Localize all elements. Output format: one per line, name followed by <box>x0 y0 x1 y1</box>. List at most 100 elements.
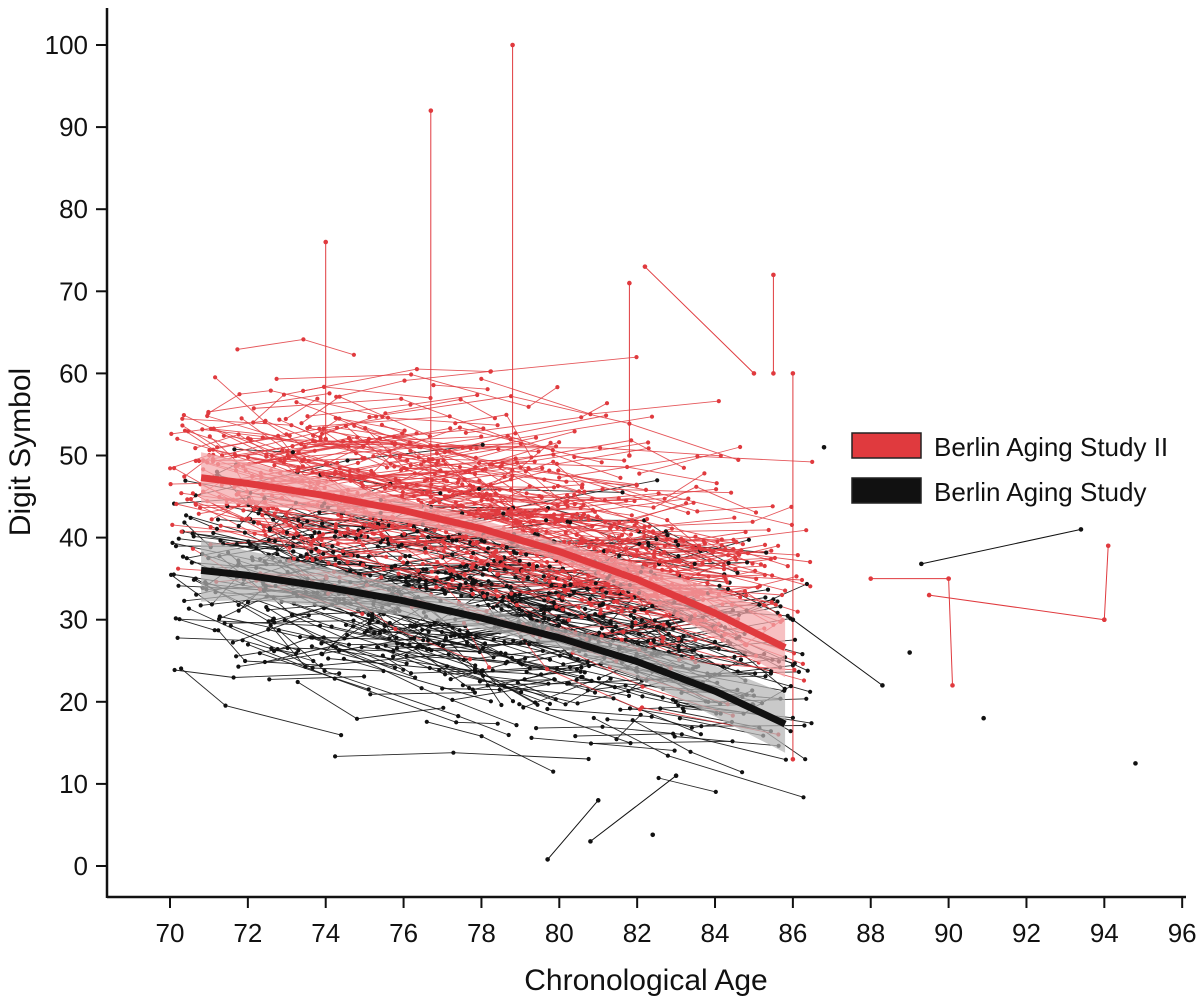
data-point <box>395 641 400 646</box>
data-point <box>946 576 951 581</box>
data-point <box>582 670 587 675</box>
data-point <box>554 444 559 449</box>
data-point <box>470 591 475 597</box>
data-point <box>272 649 277 654</box>
data-point <box>763 674 768 679</box>
data-point <box>383 411 388 416</box>
data-point <box>387 483 392 488</box>
data-point <box>438 468 443 473</box>
data-point <box>586 600 591 605</box>
data-point <box>646 540 651 545</box>
data-point <box>339 733 344 738</box>
data-point <box>633 620 638 625</box>
trajectory-line <box>437 443 521 447</box>
data-point <box>414 431 419 436</box>
data-point <box>745 551 751 556</box>
data-point <box>380 414 385 419</box>
data-point <box>182 520 187 525</box>
data-point <box>503 651 508 656</box>
data-point <box>742 589 748 594</box>
data-point <box>539 495 544 500</box>
data-point <box>547 701 553 707</box>
data-point <box>725 553 731 558</box>
trajectory-line <box>377 545 443 590</box>
data-point <box>762 572 768 578</box>
data-point <box>599 626 605 631</box>
data-point <box>370 531 375 536</box>
data-point <box>446 622 451 627</box>
data-point <box>480 467 485 472</box>
data-point <box>612 685 617 690</box>
data-point <box>468 632 473 637</box>
data-point <box>341 439 346 444</box>
data-point <box>387 449 392 454</box>
data-point <box>619 609 624 614</box>
data-point <box>495 572 500 577</box>
data-point <box>182 598 187 604</box>
data-point <box>679 732 684 737</box>
data-point <box>407 440 412 445</box>
data-point <box>360 543 366 548</box>
data-point <box>218 523 223 528</box>
data-point <box>868 576 874 581</box>
data-point <box>465 491 470 496</box>
data-point <box>305 426 310 431</box>
data-point <box>477 460 482 466</box>
data-point <box>484 491 489 496</box>
data-point <box>437 500 442 505</box>
data-point <box>514 569 519 574</box>
data-point <box>404 653 409 658</box>
data-point <box>562 583 567 589</box>
data-point <box>497 487 502 492</box>
data-point <box>762 603 767 608</box>
data-point <box>467 469 472 474</box>
data-point <box>436 458 441 463</box>
data-point <box>509 655 514 660</box>
data-point <box>662 496 667 501</box>
y-tick-label-90: 90 <box>59 112 88 142</box>
data-point <box>514 518 519 523</box>
data-point <box>500 562 505 567</box>
data-point <box>335 425 340 430</box>
data-point <box>625 537 630 542</box>
data-point <box>702 471 707 476</box>
data-point <box>276 628 281 633</box>
data-point <box>545 706 550 712</box>
data-point <box>657 625 662 630</box>
data-point <box>608 621 613 626</box>
data-point <box>266 619 271 624</box>
data-point <box>303 664 308 669</box>
data-point <box>630 718 635 723</box>
data-point <box>479 582 484 588</box>
data-point <box>366 687 371 692</box>
data-point <box>629 438 634 443</box>
data-point <box>705 581 710 586</box>
data-point <box>488 369 493 374</box>
data-point <box>694 484 699 489</box>
data-point <box>457 464 462 470</box>
data-point <box>310 557 315 563</box>
trajectory-line <box>366 630 588 663</box>
data-point <box>472 667 477 672</box>
data-point <box>470 485 475 490</box>
data-point <box>593 581 598 586</box>
data-point <box>442 486 447 491</box>
data-point <box>368 626 373 631</box>
data-point <box>776 543 781 548</box>
data-point <box>607 534 612 539</box>
data-point <box>601 549 607 554</box>
data-point <box>650 604 655 609</box>
data-point <box>556 593 561 598</box>
data-point <box>269 646 274 651</box>
data-point <box>579 597 585 602</box>
data-point <box>443 635 449 640</box>
trajectory-line <box>320 535 601 611</box>
data-point <box>551 485 557 490</box>
data-point <box>611 696 616 701</box>
data-point <box>588 741 594 746</box>
data-point <box>310 635 315 640</box>
data-point <box>428 395 433 401</box>
data-point <box>423 579 428 584</box>
data-point <box>599 460 604 465</box>
